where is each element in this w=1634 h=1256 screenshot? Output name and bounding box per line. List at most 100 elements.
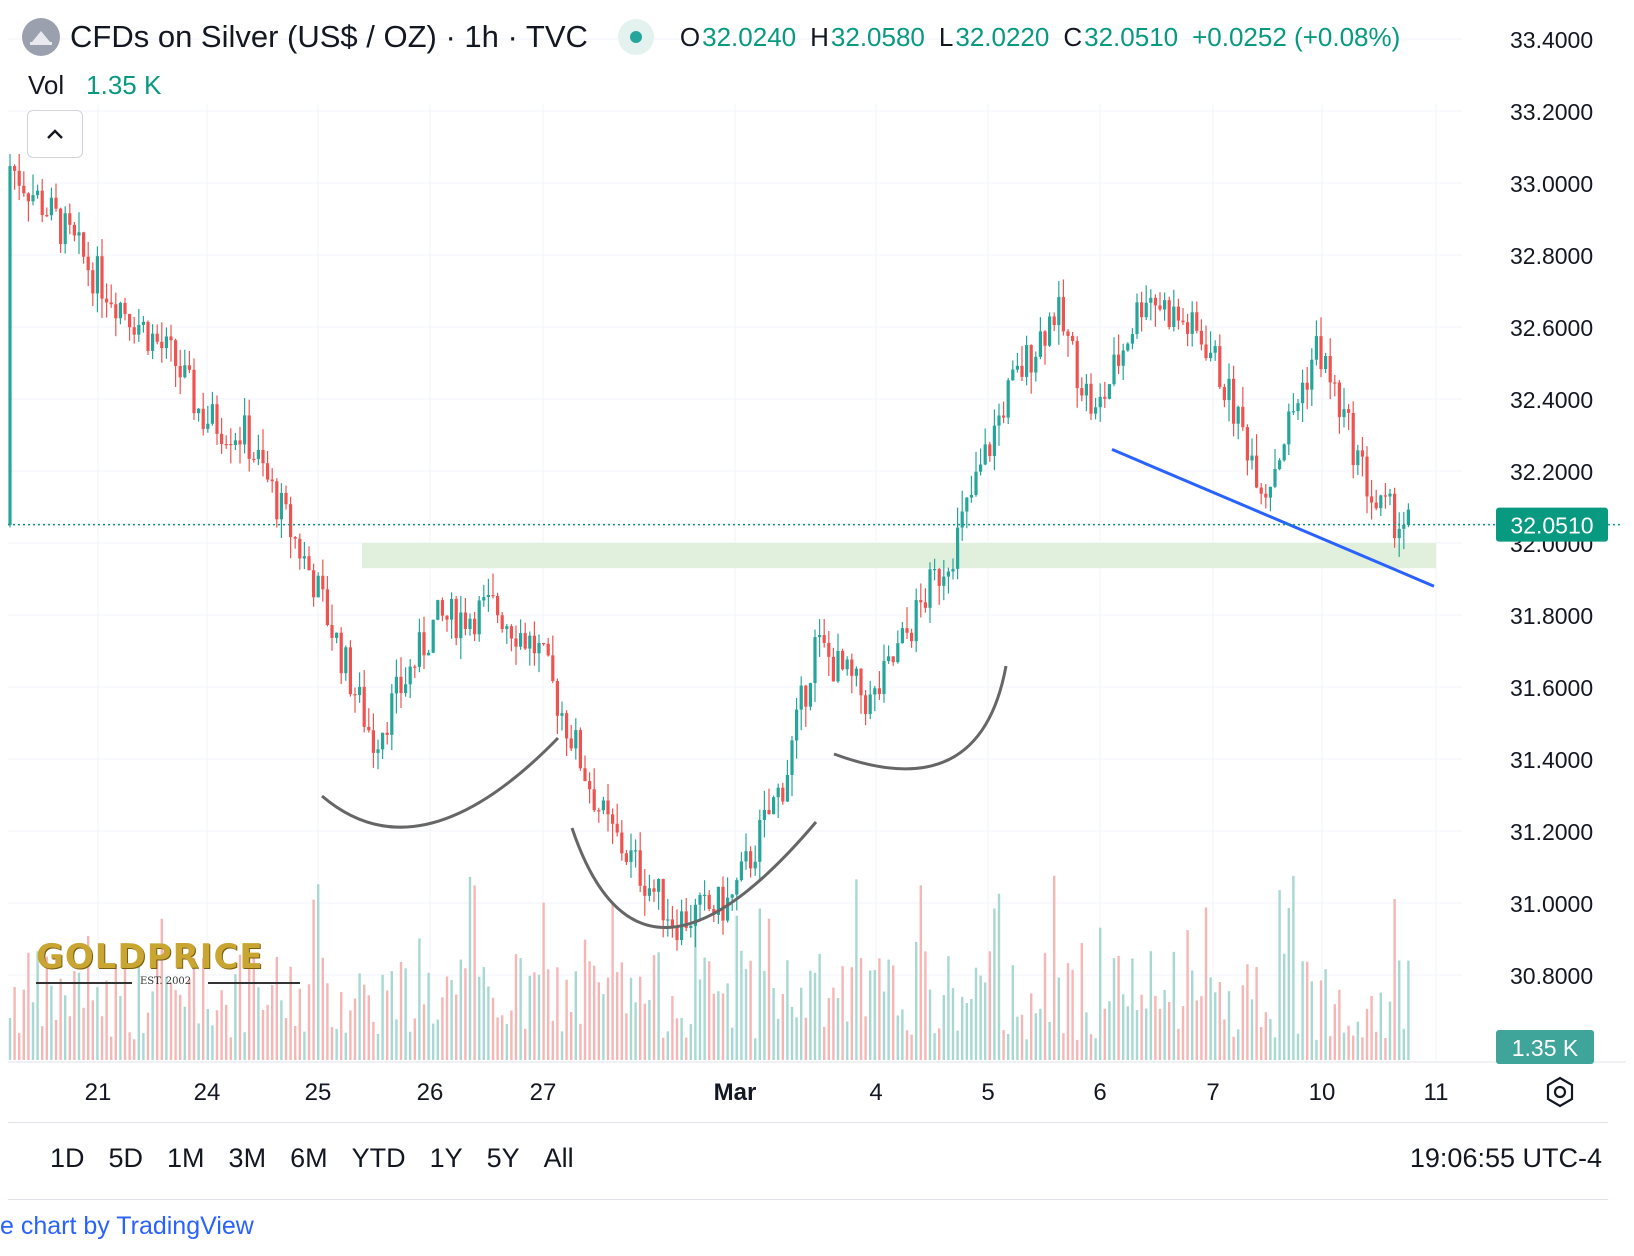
symbol-title[interactable]: CFDs on Silver (US$ / OZ) · 1h · TVC [70,19,588,54]
volume-bar [335,1029,338,1060]
volume-bar [726,983,729,1060]
candle-body [128,313,132,328]
candle-body [988,444,992,457]
range-button-1y[interactable]: 1Y [429,1143,463,1173]
volume-bar [91,1000,94,1060]
candle-body [864,695,868,715]
candle-body [1163,300,1167,310]
candle-body [1066,331,1070,336]
candle-body [399,676,403,694]
volume-bar [1043,952,1047,1060]
candle-body [1319,336,1323,370]
volume-bar [1237,1029,1240,1060]
volume-bar [165,976,168,1060]
volume-bar [344,1032,347,1060]
candle-body [956,527,960,569]
volume-bar [1260,1026,1263,1060]
volume-bar [882,991,886,1060]
candle-body [178,365,182,378]
volume-bar [836,998,840,1060]
volume-bar [363,984,366,1060]
time-axis[interactable]: 21 24 25 26 27 Mar 4 5 6 7 10 11 [8,1061,1626,1106]
volume-bar [1269,1019,1272,1060]
candle-body [330,625,334,638]
candle-body [758,819,762,862]
volume-label[interactable]: Vol [28,70,65,100]
volume-bar [855,879,858,1060]
range-button-1m[interactable]: 1M [167,1143,205,1173]
volume-bar [1080,943,1083,1060]
range-button-1d[interactable]: 1D [50,1143,85,1173]
volume-bar [997,893,1001,1060]
candle-body [1158,305,1162,310]
right-shoulder-arc [833,665,1008,771]
volume-bar [36,951,39,1060]
range-button-6m[interactable]: 6M [290,1143,328,1173]
volume-bar [215,1010,219,1060]
volume-bar [1319,980,1323,1060]
candle-body [997,415,1001,426]
volume-bar [675,1018,679,1060]
range-button-5y[interactable]: 5Y [486,1143,520,1173]
range-button-ytd[interactable]: YTD [351,1143,406,1173]
volume-bar [418,938,421,1060]
range-button-all[interactable]: All [543,1143,574,1173]
candle-body [597,810,601,812]
volume-bar [123,968,127,1060]
volume-bar [1384,1038,1387,1060]
volume-bar [110,1036,113,1060]
volume-bar [1407,960,1410,1060]
volume-bar [703,957,706,1060]
volume-bar [1122,994,1125,1060]
volume-bar [432,1023,435,1060]
volume-bar [8,1018,12,1060]
candle-body [1360,450,1364,457]
candle-body [813,637,817,684]
volume-bar [206,1009,209,1060]
range-button-5d[interactable]: 5D [108,1143,144,1173]
volume-bar [896,1015,899,1060]
candle-body [1406,509,1410,525]
candle-body [284,492,288,505]
market-status-icon[interactable] [617,19,654,55]
collapse-legend-button[interactable] [27,110,83,158]
settings-gear-icon[interactable] [1546,1076,1574,1108]
volume-bar [478,976,481,1060]
volume-bar [643,1003,646,1060]
candle-body [224,444,228,446]
time-tick-label: 27 [530,1079,557,1106]
volume-bar [809,970,812,1060]
candle-body [174,340,178,366]
tradingview-credit-link[interactable]: e chart by TradingView [0,1212,254,1240]
volume-bar [317,884,320,1060]
volume-bar [887,959,890,1060]
candle-body [1282,444,1286,461]
candle-body [482,596,486,601]
candle-body [1337,382,1341,418]
candle-body [565,713,569,739]
range-button-3m[interactable]: 3M [228,1143,267,1173]
volume-bar [1246,964,1249,1060]
volume-bar [376,1033,380,1060]
trendline[interactable] [1111,448,1435,588]
volume-bar [22,989,25,1060]
time-tick-label: 25 [305,1079,332,1106]
volume-bar [588,961,591,1060]
candle-body [519,633,523,647]
candle-body [1048,316,1052,346]
price-tick-label: 33.0000 [1510,171,1593,197]
candle-body [49,197,53,216]
clock-readout[interactable]: 19:06:55 UTC-4 [1409,1143,1602,1173]
volume-bar [864,1016,867,1060]
time-tick-label: 5 [981,1079,994,1106]
volume-bar [459,959,462,1060]
price-tick-label: 31.0000 [1510,891,1593,917]
candle-body [1351,412,1355,466]
volume-bar [1342,1032,1346,1060]
time-tick-label: 24 [194,1079,221,1106]
price-axis[interactable]: 33.4000 33.2000 33.0000 32.8000 32.6000 32.40… [1510,27,1593,989]
candle-body [698,894,702,905]
range-buttons: 1D 5D 1M 3M 6M YTD 1Y 5Y All [38,1137,586,1180]
candle-body [1075,341,1079,389]
